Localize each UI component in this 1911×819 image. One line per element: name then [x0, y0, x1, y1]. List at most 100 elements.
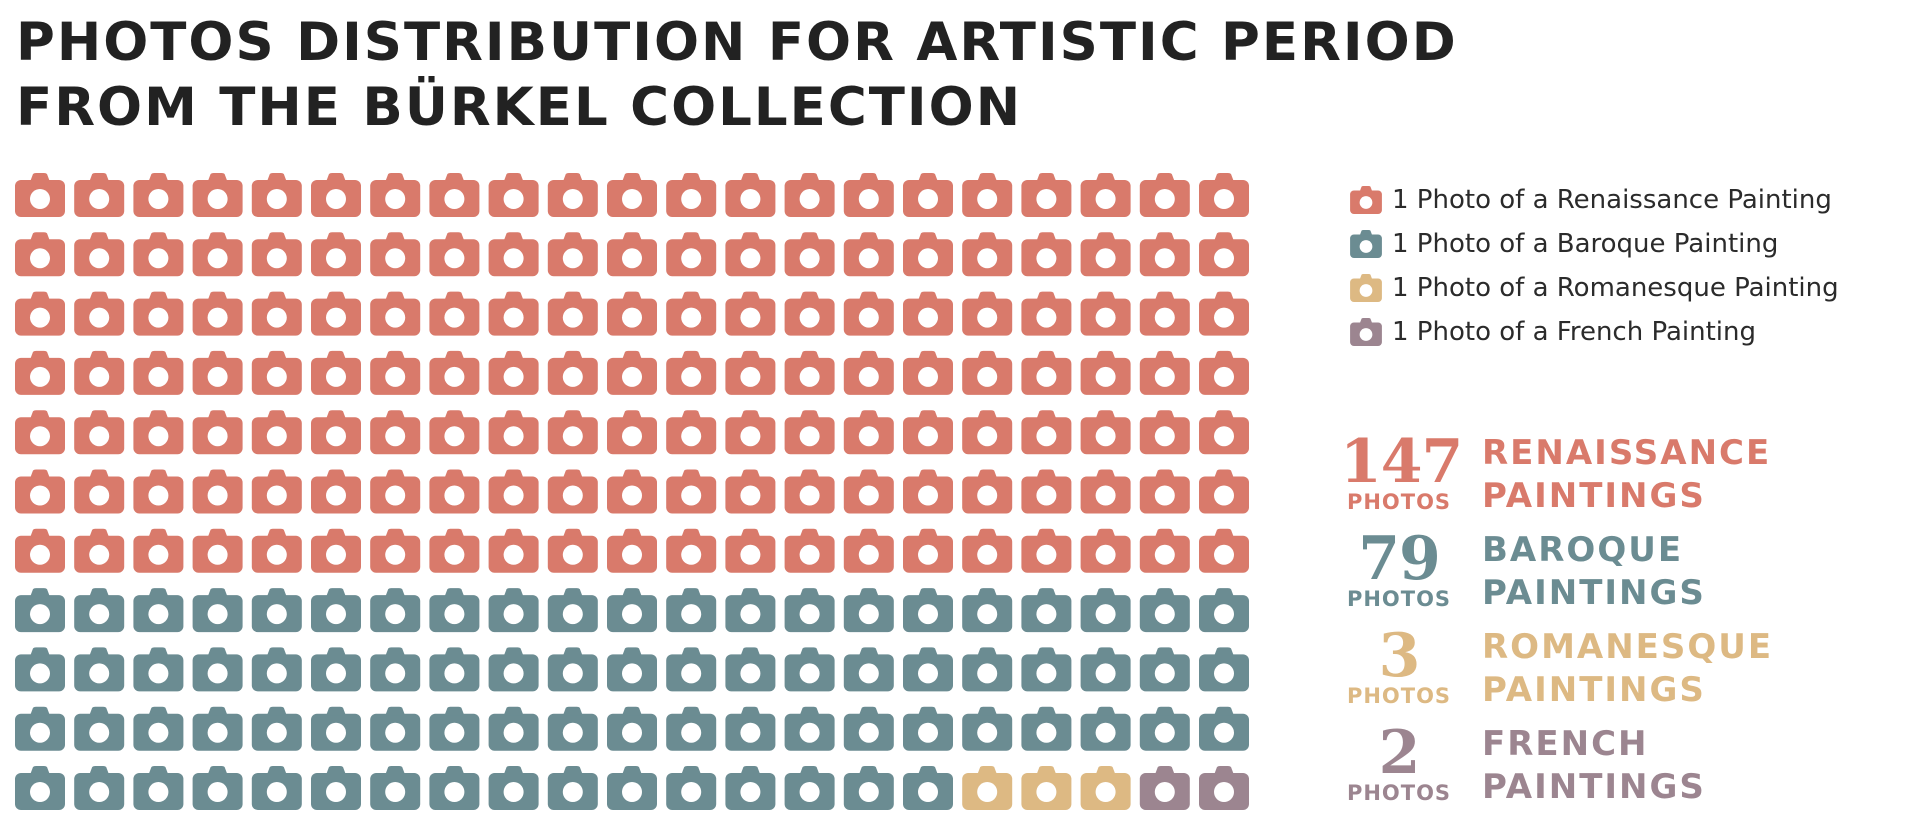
photo-renaissance-icon: [843, 528, 894, 573]
photo-baroque-icon: [1139, 588, 1190, 633]
photo-renaissance-icon: [725, 469, 776, 514]
camera-icon: [1350, 274, 1382, 302]
photo-renaissance-icon: [725, 410, 776, 455]
summary-count: 79: [1358, 524, 1441, 594]
photo-renaissance-icon: [251, 469, 302, 514]
photo-baroque-icon: [903, 588, 953, 633]
photo-baroque-icon: [251, 706, 302, 751]
photo-renaissance-icon: [251, 291, 302, 336]
photo-baroque-icon: [607, 706, 657, 751]
summary-category: BAROQUE PAINTINGS: [1482, 529, 1902, 615]
photo-baroque-icon: [843, 706, 894, 751]
photo-renaissance-icon: [311, 469, 361, 514]
photo-renaissance-icon: [311, 232, 361, 277]
legend-label-french: 1 Photo of a French Painting: [1392, 317, 1756, 347]
photo-renaissance-icon: [311, 350, 361, 395]
photo-renaissance-icon: [784, 528, 835, 573]
photo-renaissance-icon: [784, 173, 835, 217]
photo-baroque-icon: [666, 766, 717, 810]
photo-baroque-icon: [784, 706, 835, 751]
photo-baroque-icon: [1199, 588, 1249, 633]
photo-baroque-icon: [547, 588, 598, 633]
legend-item-romanesque: 1 Photo of a Romanesque Painting: [1350, 266, 1910, 310]
photo-renaissance-icon: [370, 350, 421, 395]
photo-baroque-icon: [903, 706, 953, 751]
photo-baroque-icon: [429, 766, 480, 810]
photo-renaissance-icon: [133, 528, 184, 573]
photo-renaissance-icon: [1080, 173, 1131, 217]
photo-baroque-icon: [962, 588, 1013, 633]
legend: 1 Photo of a Renaissance Painting 1 Phot…: [1350, 178, 1910, 354]
photo-baroque-icon: [1021, 588, 1072, 633]
summary-category-line: PAINTINGS: [1482, 476, 1706, 516]
photo-baroque-icon: [843, 766, 894, 810]
photo-renaissance-icon: [1199, 291, 1249, 336]
summary-count: 2: [1378, 718, 1421, 788]
photo-french-icon: [1199, 766, 1249, 810]
photo-renaissance-icon: [133, 173, 184, 217]
photo-renaissance-icon: [74, 232, 125, 277]
photo-baroque-icon: [74, 588, 125, 633]
photo-renaissance-icon: [962, 528, 1013, 573]
photo-renaissance-icon: [488, 410, 539, 455]
photo-renaissance-icon: [666, 528, 717, 573]
summary-category: RENAISSANCE PAINTINGS: [1482, 432, 1902, 518]
photo-renaissance-icon: [784, 469, 835, 514]
photo-renaissance-icon: [547, 350, 598, 395]
photo-renaissance-icon: [251, 232, 302, 277]
photo-renaissance-icon: [488, 173, 539, 217]
photo-renaissance-icon: [1139, 291, 1190, 336]
photo-renaissance-icon: [133, 350, 184, 395]
photo-baroque-icon: [488, 706, 539, 751]
photo-baroque-icon: [666, 706, 717, 751]
photo-renaissance-icon: [133, 232, 184, 277]
photo-baroque-icon: [666, 647, 717, 692]
photo-renaissance-icon: [725, 232, 776, 277]
photo-renaissance-icon: [1080, 350, 1131, 395]
photo-renaissance-icon: [192, 350, 243, 395]
photo-renaissance-icon: [725, 528, 776, 573]
photo-renaissance-icon: [311, 173, 361, 217]
photo-baroque-icon: [1139, 706, 1190, 751]
photo-renaissance-icon: [15, 232, 65, 277]
photo-renaissance-icon: [962, 232, 1013, 277]
photo-renaissance-icon: [547, 173, 598, 217]
photo-baroque-icon: [903, 647, 953, 692]
photo-baroque-icon: [251, 766, 302, 810]
summary-category: FRENCH PAINTINGS: [1482, 723, 1902, 809]
photo-renaissance-icon: [74, 173, 125, 217]
photo-renaissance-icon: [607, 291, 657, 336]
photo-baroque-icon: [370, 706, 421, 751]
summary-count: 147: [1340, 427, 1463, 497]
photo-renaissance-icon: [1139, 528, 1190, 573]
photo-renaissance-icon: [607, 410, 657, 455]
photo-renaissance-icon: [488, 350, 539, 395]
photo-baroque-icon: [725, 706, 776, 751]
photo-renaissance-icon: [429, 469, 480, 514]
photo-baroque-icon: [192, 766, 243, 810]
summary-category-line: PAINTINGS: [1482, 573, 1706, 613]
photo-baroque-icon: [311, 647, 361, 692]
summary-row-french: 2 PHOTOS FRENCH PAINTINGS: [1340, 721, 1900, 818]
legend-label-renaissance: 1 Photo of a Renaissance Painting: [1392, 185, 1832, 215]
photo-baroque-icon: [1080, 706, 1131, 751]
photo-renaissance-icon: [370, 173, 421, 217]
photo-renaissance-icon: [962, 291, 1013, 336]
photo-renaissance-icon: [133, 410, 184, 455]
photo-renaissance-icon: [370, 410, 421, 455]
photo-renaissance-icon: [843, 291, 894, 336]
photo-renaissance-icon: [1080, 232, 1131, 277]
photo-renaissance-icon: [903, 350, 953, 395]
photo-renaissance-icon: [15, 528, 65, 573]
photo-renaissance-icon: [1021, 469, 1072, 514]
photo-baroque-icon: [74, 647, 125, 692]
photo-baroque-icon: [251, 588, 302, 633]
title-line-2: FROM THE BÜRKEL COLLECTION: [16, 77, 1023, 138]
photo-renaissance-icon: [1080, 410, 1131, 455]
photo-romanesque-icon: [962, 766, 1013, 810]
photo-renaissance-icon: [725, 291, 776, 336]
photo-baroque-icon: [429, 706, 480, 751]
photo-renaissance-icon: [666, 291, 717, 336]
photo-renaissance-icon: [1021, 173, 1072, 217]
photo-baroque-icon: [784, 766, 835, 810]
